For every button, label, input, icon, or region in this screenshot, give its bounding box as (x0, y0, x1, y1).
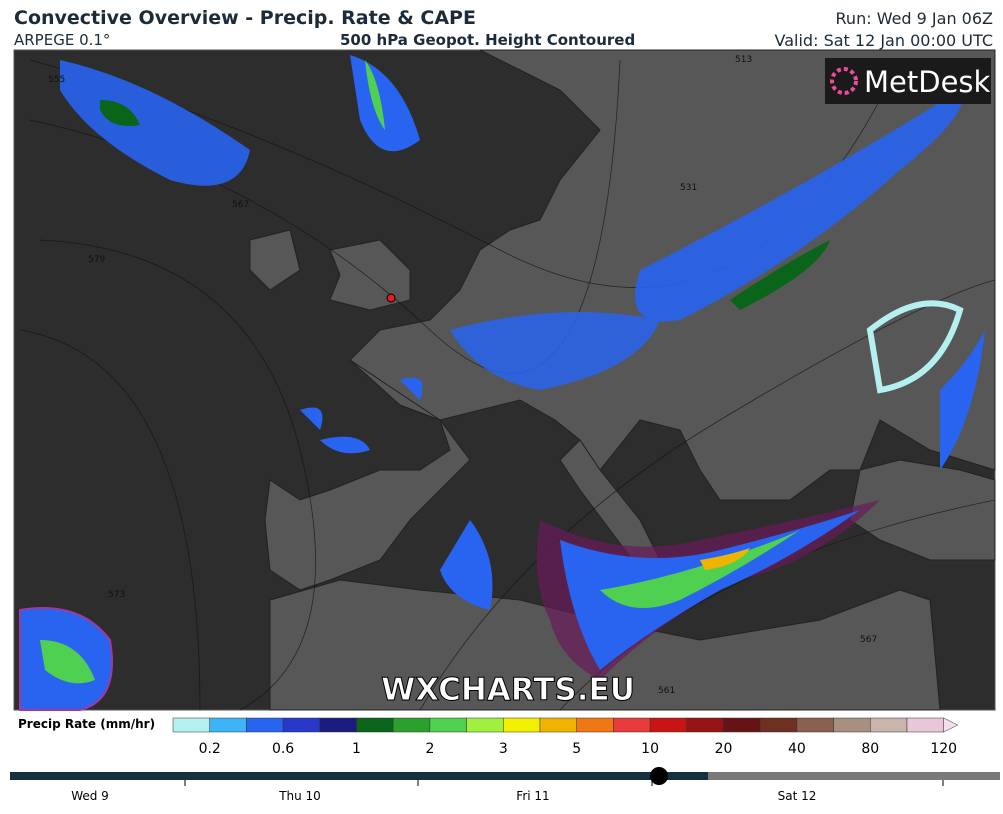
legend-swatch (466, 717, 504, 733)
contour-label: 567 (860, 635, 877, 645)
contour-label: 561 (658, 686, 675, 696)
title: Convective Overview - Precip. Rate & CAP… (14, 7, 476, 29)
precipitation (19, 55, 985, 711)
legend-swatch (833, 717, 871, 733)
contour-label: 513 (735, 55, 752, 65)
run-time: Run: Wed 9 Jan 06Z (835, 9, 993, 28)
timeline-day: Fri 11 (516, 789, 549, 803)
timeline-day: Sat 12 (778, 789, 817, 803)
legend-label: 40 (788, 741, 806, 757)
legend-swatch (356, 717, 394, 733)
model-name: ARPEGE 0.1° (14, 31, 111, 49)
legend-label: 2 (425, 741, 434, 757)
level-label: 500 hPa Geopot. Height Contoured (340, 31, 636, 49)
legend-swatch (759, 717, 798, 733)
logo-box (825, 58, 991, 104)
timeline-knob[interactable] (650, 767, 668, 785)
legend-swatch (503, 717, 541, 733)
legend-swatch (723, 717, 761, 733)
legend-title: Precip Rate (mm/hr) (18, 717, 155, 731)
legend-arrow (943, 717, 959, 733)
legend-label: 1 (352, 741, 361, 757)
legend-swatch (246, 717, 284, 733)
legend-label: 0.2 (199, 741, 221, 757)
legend-swatch (209, 717, 247, 733)
legend-swatch (686, 717, 724, 733)
timeline-day: Thu 10 (278, 789, 321, 803)
legend-swatch (796, 717, 834, 733)
legend-swatch (282, 717, 321, 733)
legend-label: 10 (641, 741, 659, 757)
legend-swatch (392, 717, 431, 733)
legend-swatch (319, 717, 357, 733)
contour-label: 531 (680, 183, 697, 193)
legend-swatch (539, 717, 577, 733)
legend-label: 0.6 (272, 741, 294, 757)
legend-swatch (870, 717, 908, 733)
timeline-day: Wed 9 (71, 789, 109, 803)
contour-label: 567 (232, 200, 249, 210)
legend-label: 120 (930, 741, 957, 757)
legend-label: 3 (499, 741, 508, 757)
valid-time: Valid: Sat 12 Jan 00:00 UTC (774, 31, 993, 50)
location-marker (386, 293, 396, 303)
contour-label: 555 (48, 75, 65, 85)
legend-swatch (649, 717, 688, 733)
legend-swatch (429, 717, 467, 733)
legend-label: 5 (572, 741, 581, 757)
legend-label: 80 (861, 741, 879, 757)
contour-label: 579 (88, 255, 105, 265)
logo-text: MetDesk (864, 65, 991, 99)
legend-swatch (576, 717, 614, 733)
legend-swatch (172, 717, 210, 733)
legend-label: 20 (715, 741, 733, 757)
legend-swatch (906, 717, 944, 733)
contour-label: 573 (108, 590, 125, 600)
logo-icon (830, 67, 858, 95)
watermark: WXCHARTS.EU (381, 672, 635, 708)
legend-swatch (613, 717, 651, 733)
